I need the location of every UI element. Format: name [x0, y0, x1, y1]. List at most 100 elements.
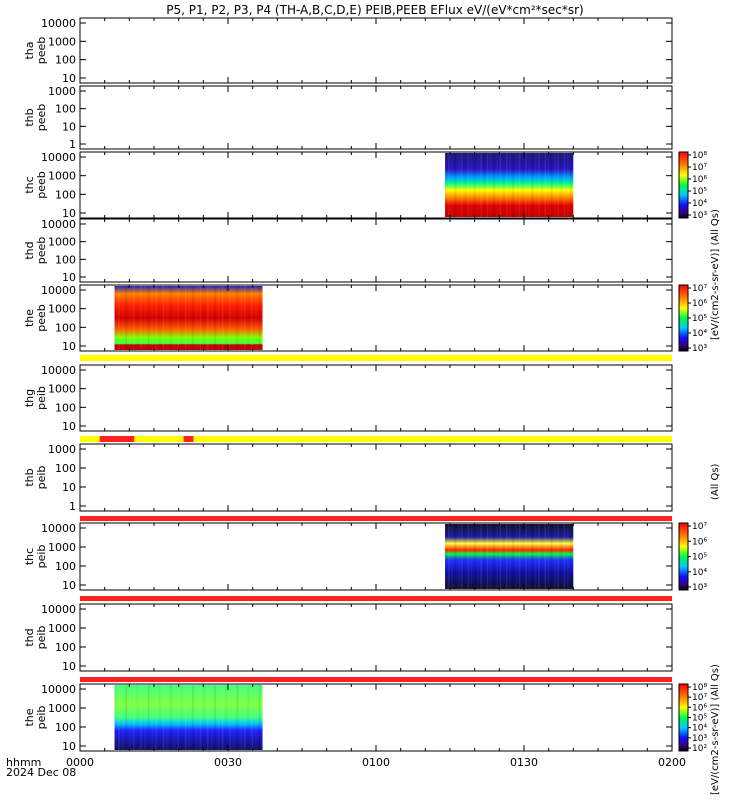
texture-stripe	[464, 153, 466, 217]
colorbar-scale	[678, 522, 689, 591]
texture-stripe	[483, 524, 486, 589]
texture-stripe	[473, 153, 476, 217]
panel-thg-peib: 10000 1000 100 10 thg peib	[23, 364, 673, 433]
texture-stripe	[133, 685, 135, 750]
flag-1	[80, 355, 672, 361]
y-tick-label: 1000	[48, 85, 76, 98]
panel-label-probe: thd	[23, 628, 36, 646]
y-tick-label: 10000	[41, 17, 76, 30]
texture-stripe	[534, 153, 537, 217]
texture-stripe	[563, 153, 566, 217]
y-tick-label: 1000	[48, 303, 76, 316]
colorbar-tick-label: 10²	[692, 744, 707, 754]
texture-stripe	[225, 286, 228, 350]
panel-label-instrument: peib	[35, 545, 48, 569]
texture-stripe	[477, 153, 479, 217]
panel-the-peib: 10000 1000 100 10 the peib	[23, 683, 673, 753]
x-axis-corner-label-1: hhmm	[6, 756, 41, 769]
y-tick-label: 1000	[48, 622, 76, 635]
flag-3	[80, 516, 672, 521]
texture-stripe	[509, 153, 511, 217]
texture-stripe	[522, 153, 524, 217]
texture-stripe	[151, 286, 154, 350]
texture-stripe	[218, 685, 220, 750]
texture-stripe	[493, 524, 495, 589]
spectrogram-thc-peeb	[445, 153, 574, 217]
y-tick-label: 100	[55, 321, 76, 334]
y-tick-label: 10	[62, 579, 76, 592]
y-tick-label: 100	[55, 188, 76, 201]
texture-stripe	[155, 286, 157, 350]
y-tick-label: 100	[55, 253, 76, 266]
colorbar-tick-label: 10⁶	[692, 175, 707, 185]
texture-stripe	[550, 153, 553, 217]
y-tick-label: 10000	[41, 151, 76, 164]
texture-stripe	[448, 153, 450, 217]
y-tick-label: 1000	[48, 702, 76, 715]
x-tick-label: 0100	[362, 756, 390, 769]
texture-stripe	[550, 524, 553, 589]
x-tick-label: 0000	[66, 756, 94, 769]
texture-stripe	[240, 286, 242, 350]
texture-stripe	[173, 685, 176, 750]
y-tick-label: 100	[55, 560, 76, 573]
texture-stripe	[140, 286, 142, 350]
panel-background	[80, 18, 672, 83]
texture-stripe	[244, 286, 246, 350]
y-tick-label: 10	[62, 120, 76, 133]
x-axis-corner-label-2: 2024 Dec 08	[6, 766, 76, 779]
flag-5	[80, 677, 672, 682]
y-tick-label: 10000	[41, 522, 76, 535]
panel-background	[80, 365, 672, 431]
colorbar-tick-label: 10⁶	[692, 537, 707, 547]
texture-stripe	[566, 524, 569, 589]
x-axis: 0000 0030 0100 0130 0200	[66, 756, 686, 769]
panel-label-instrument: peib	[35, 466, 48, 490]
texture-stripe	[541, 524, 543, 589]
texture-stripe	[210, 286, 213, 350]
colorbar-tick-label: 10⁵	[692, 314, 707, 324]
texture-stripe	[210, 685, 213, 750]
texture-stripe	[203, 685, 205, 750]
colorbar-tick-label: 10³	[692, 583, 707, 593]
texture-stripe	[566, 153, 569, 217]
colorbar-tick-label: 10⁷	[692, 522, 707, 532]
texture-stripe	[563, 524, 566, 589]
texture-stripe	[515, 524, 518, 589]
texture-stripe	[570, 153, 572, 217]
texture-stripe	[121, 685, 124, 750]
spectrogram-texture	[445, 153, 572, 217]
y-tick-label: 10	[62, 72, 76, 85]
texture-stripe	[192, 685, 194, 750]
texture-stripe	[538, 524, 540, 589]
texture-stripe	[538, 153, 540, 217]
texture-stripe	[467, 524, 470, 589]
colorbar-tick-label: 10⁷	[692, 163, 707, 173]
texture-stripe	[214, 286, 216, 350]
texture-stripe	[560, 524, 563, 589]
texture-stripe	[464, 524, 466, 589]
panel-label-instrument: peib	[35, 386, 48, 410]
texture-stripe	[181, 685, 183, 750]
texture-stripe	[467, 153, 470, 217]
texture-stripe	[144, 286, 146, 350]
texture-stripe	[477, 524, 479, 589]
texture-stripe	[473, 524, 476, 589]
texture-stripe	[461, 153, 463, 217]
y-tick-label: 100	[55, 721, 76, 734]
texture-stripe	[247, 286, 250, 350]
panel-background	[80, 86, 672, 149]
y-tick-label: 10000	[41, 364, 76, 377]
panel-background	[80, 219, 672, 282]
colorbar-tick-label: 10⁵	[692, 714, 707, 724]
texture-stripe	[247, 685, 250, 750]
texture-stripe	[451, 153, 453, 217]
texture-stripe	[218, 286, 220, 350]
texture-stripe	[457, 524, 460, 589]
colorbar-scale	[678, 683, 689, 752]
colorbar-axis-label-lower: [eV/(cm2-s-sr-eV)] (All Qs)	[710, 664, 721, 795]
panel-label-instrument: peeb	[35, 171, 48, 199]
texture-stripe	[188, 286, 191, 350]
